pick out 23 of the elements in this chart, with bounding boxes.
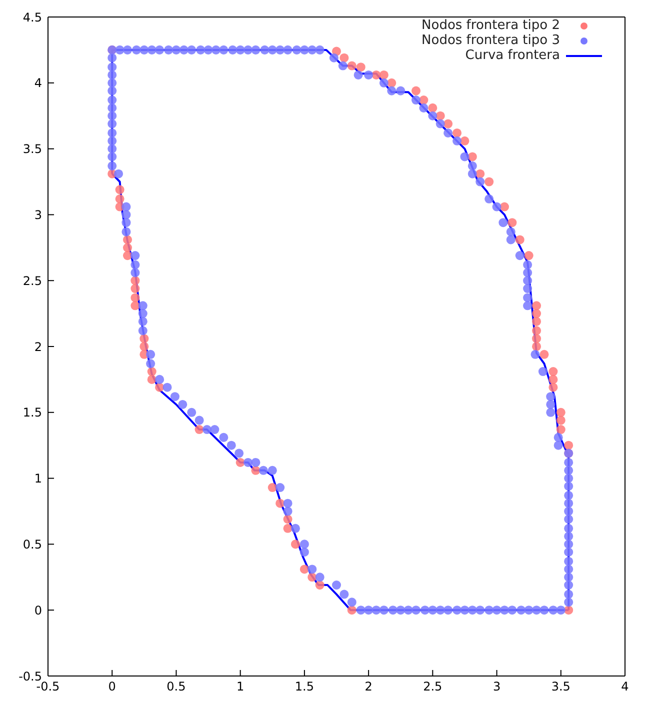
legend-label: Nodos frontera tipo 2 — [422, 18, 560, 33]
y-tick-label: 2 — [34, 340, 42, 354]
y-tick-label: 0.5 — [22, 537, 42, 552]
y-tick-label: 4.5 — [22, 10, 42, 24]
legend-label: Curva frontera — [465, 48, 560, 63]
x-tick-label: 0.5 — [166, 680, 186, 694]
y-tick-label: 1.5 — [22, 406, 42, 420]
y-tick-label: 3 — [34, 208, 42, 222]
y-tick-label: 3.5 — [22, 142, 42, 156]
y-tick-label: 1 — [34, 472, 42, 486]
y-tick-label: 0 — [34, 603, 42, 618]
x-tick-label: 1 — [236, 680, 244, 694]
legend-label: Nodos frontera tipo 3 — [422, 33, 560, 48]
y-tick-label: -0.5 — [18, 669, 42, 684]
x-tick-label: 2 — [364, 680, 372, 694]
x-tick-label: 3 — [492, 680, 501, 694]
x-tick-label: 1.5 — [294, 680, 314, 694]
x-tick-label: 4 — [621, 680, 629, 694]
y-tick-label: 2.5 — [22, 274, 42, 288]
y-tick-label: 4 — [34, 76, 42, 90]
x-tick-label: 3.5 — [551, 680, 570, 694]
x-tick-label: 0 — [108, 680, 116, 694]
x-tick-label: 2.5 — [423, 680, 442, 694]
